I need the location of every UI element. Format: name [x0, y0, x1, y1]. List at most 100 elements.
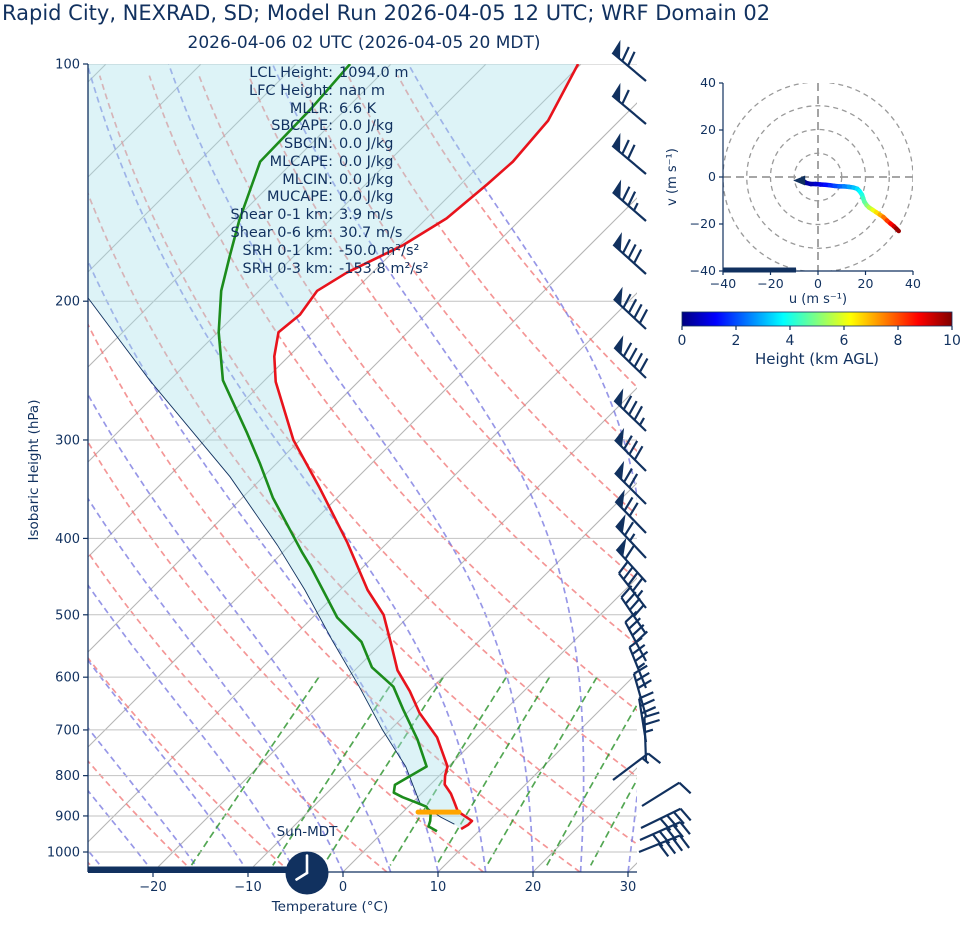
pressure-tick-label: 700	[55, 723, 80, 738]
colorbar-tick-label: 8	[894, 333, 903, 349]
barb-full	[624, 591, 637, 605]
barb-full	[633, 248, 643, 264]
mixing-ratio-line	[435, 676, 551, 866]
barb-full	[678, 781, 692, 795]
param-label-5: MLCAPE:	[269, 153, 333, 170]
wind-barb-7	[613, 388, 647, 432]
barb-full	[679, 807, 692, 822]
barb-full	[627, 191, 637, 207]
barb-full	[633, 352, 643, 368]
param-value-4: 0.0 J/kg	[339, 136, 394, 153]
dewpoint-line	[217, 64, 438, 833]
ground-bar	[88, 866, 287, 873]
temperature-tick-label: 0	[339, 880, 347, 895]
isotherm-line	[88, 292, 637, 843]
param-label-2: MLLR:	[289, 100, 333, 117]
wind-barb-0	[611, 39, 647, 82]
dry-adiabat-line	[88, 191, 637, 846]
barb-shaft	[614, 439, 647, 472]
wind-barb-1	[611, 82, 647, 125]
barb-full	[622, 395, 633, 411]
moist-adiabat-line	[88, 583, 297, 872]
wind-barb-6	[613, 335, 649, 379]
barb-full	[641, 706, 657, 715]
pressure-tick-label: 1000	[47, 846, 80, 861]
moist-adiabat-line	[88, 259, 439, 872]
barb-full	[637, 679, 652, 690]
barb-full	[627, 51, 636, 67]
barb-full	[678, 834, 691, 849]
wind-barb-19	[643, 711, 660, 762]
barb-full	[627, 298, 638, 314]
barb-pennant	[614, 460, 625, 480]
param-value-5: 0.0 J/kg	[339, 153, 394, 170]
wind-barb-13	[618, 560, 647, 609]
pressure-tick-label: 100	[55, 58, 80, 73]
barb-shaft	[611, 51, 647, 82]
dry-adiabat-line	[88, 440, 484, 872]
wind-barb-11	[615, 514, 647, 559]
barb-full	[672, 811, 685, 825]
barb-full	[621, 46, 630, 62]
param-value-11: -153.8 m²/s²	[339, 260, 429, 277]
height-colorbar: 0 2 4 6 8 10	[678, 311, 961, 349]
moist-adiabat-line	[271, 64, 585, 872]
hodograph-trace-segment	[894, 226, 901, 234]
mixing-ratio-line	[272, 676, 397, 866]
dry-adiabat-line	[297, 75, 637, 517]
barb-full	[639, 698, 655, 707]
temperature-tick-label: 10	[430, 880, 447, 895]
barb-shaft	[611, 94, 647, 125]
hodograph-u-tick-label: 20	[858, 276, 874, 291]
barb-full	[628, 473, 639, 488]
barb-full	[621, 89, 630, 105]
mixing-ratio-line	[589, 778, 637, 866]
barb-pennant	[612, 82, 621, 103]
barb-full	[633, 664, 648, 675]
wind-barb-9	[614, 460, 647, 505]
barb-full	[623, 468, 633, 483]
cin-shading	[88, 64, 579, 829]
barb-full	[628, 502, 639, 517]
isotherm-line	[152, 387, 637, 872]
hodograph-clipped	[723, 83, 913, 271]
dry-adiabat-line	[98, 75, 637, 778]
barb-full	[623, 521, 635, 536]
param-value-10: -50.0 m²/s²	[339, 242, 420, 259]
barb-full	[627, 572, 639, 586]
barb-full	[628, 617, 641, 630]
wind-barb-column	[611, 39, 692, 858]
colorbar-tick-label: 10	[943, 333, 961, 349]
isotherm-line	[88, 64, 487, 463]
pressure-tick-label: 900	[55, 809, 80, 824]
wind-barb-10	[614, 489, 647, 534]
barb-pennant	[612, 132, 621, 153]
param-label-0: LCL Height:	[249, 65, 333, 81]
param-label-9: Shear 0-6 km:	[230, 225, 333, 242]
barb-half	[638, 417, 645, 426]
param-value-7: 0.0 J/kg	[339, 189, 394, 206]
hodograph-u-tick-label: −40	[710, 276, 736, 291]
colorbar-tick-label: 0	[678, 333, 687, 349]
moist-adiabat-line	[88, 64, 487, 872]
barb-full	[658, 843, 670, 858]
colorbar-tick-label: 2	[732, 333, 741, 349]
barb-pennant	[613, 232, 622, 252]
barb-half	[636, 589, 644, 598]
param-label-10: SRH 0-1 km:	[242, 242, 334, 259]
barb-full	[634, 650, 649, 662]
barb-half	[637, 662, 646, 669]
barb-full	[633, 405, 643, 421]
barb-full	[651, 833, 664, 848]
barb-full	[628, 347, 638, 363]
skewt-markers	[88, 809, 462, 895]
moist-adiabat-line	[167, 64, 534, 872]
temperature-tick-label: −10	[234, 880, 261, 895]
storm-motion-arrow	[793, 175, 806, 186]
barb-full	[627, 243, 637, 259]
isotherm-line	[88, 64, 392, 368]
param-label-7: MUCAPE:	[267, 189, 333, 206]
barb-full	[633, 445, 644, 461]
dry-adiabat-line	[247, 75, 637, 581]
barb-full	[618, 560, 630, 574]
